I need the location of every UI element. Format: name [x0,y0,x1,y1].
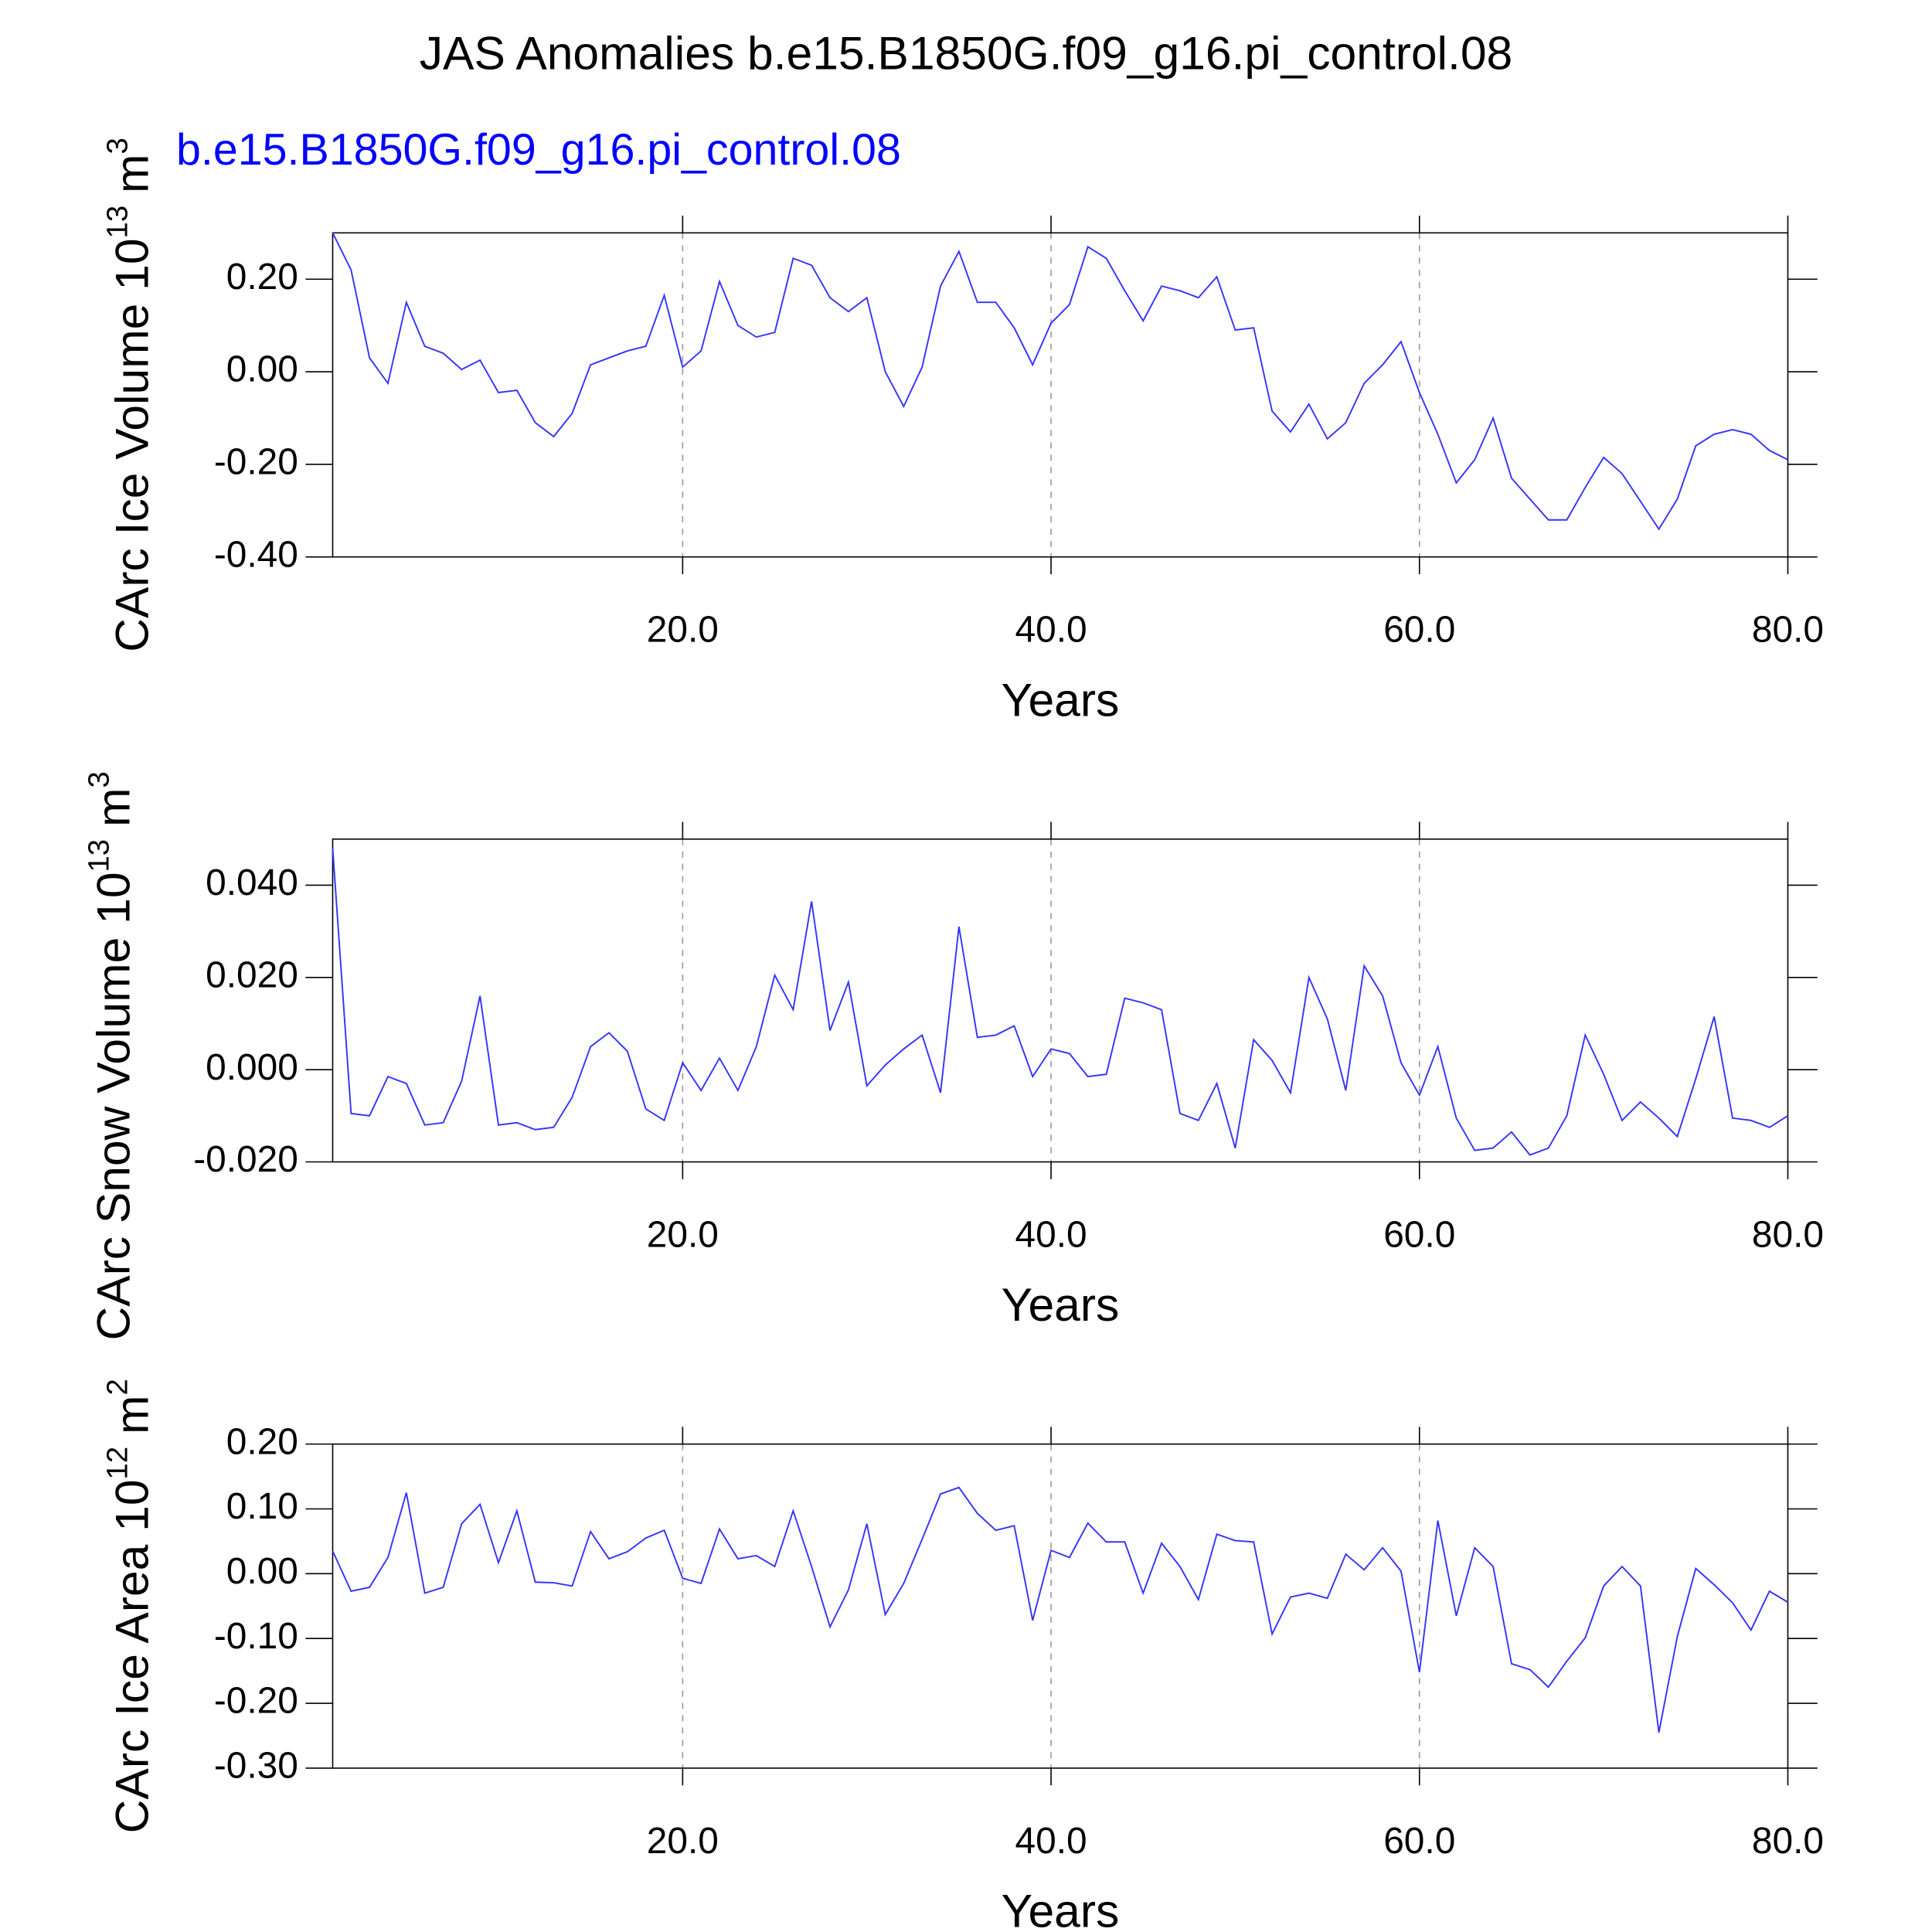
y-axis-title-part: CArc Ice Area 10 [105,1479,158,1833]
y-tick-label: -0.40 [214,534,298,575]
x-tick-label: 40.0 [1015,1821,1087,1862]
y-axis-title-part: m [105,154,158,192]
x-tick-label: 80.0 [1752,1214,1824,1255]
y-axis-title-exponent: 13 [82,839,115,872]
x-tick-label: 20.0 [647,1214,719,1255]
x-axis-title: Years [1002,1278,1120,1331]
y-axis-title-exponent: 12 [100,1447,134,1480]
x-axis-title: Years [1002,673,1120,726]
y-axis-title: CArc Ice Area 1012 m2 [100,1379,158,1833]
y-axis-title-exponent: 3 [100,138,134,154]
y-tick-label: 0.20 [226,257,298,298]
y-tick-label: 0.020 [206,954,298,995]
y-tick-label: 0.20 [226,1421,298,1462]
y-tick-label: -0.20 [214,441,298,482]
x-tick-label: 80.0 [1752,610,1824,651]
x-tick-label: 20.0 [647,1821,719,1862]
y-axis-title: CArc Ice Volume 1013 m3 [100,138,158,652]
x-tick-label: 60.0 [1383,610,1455,651]
y-axis-title-part: m [105,1395,158,1434]
y-axis-title: CArc Snow Volume 1013 m3 [82,771,139,1340]
y-tick-label: -0.20 [214,1681,298,1722]
y-axis-title-exponent: 13 [100,206,134,239]
y-axis-title-part: m [87,788,139,827]
plot-frame [332,232,1789,558]
data-line [332,848,1788,1156]
y-tick-label: 0.00 [226,1551,298,1592]
x-tick-label: 80.0 [1752,1821,1824,1862]
chart-subtitle: b.e15.B1850G.f09_g16.pi_control.08 [176,125,901,175]
y-tick-label: 0.10 [226,1486,298,1527]
y-axis-title-part: CArc Ice Volume 10 [105,238,158,651]
y-tick-label: -0.30 [214,1746,298,1787]
y-tick-label: -0.10 [214,1616,298,1657]
chart-title: JAS Anomalies b.e15.B1850G.f09_g16.pi_co… [420,26,1512,79]
data-line [332,232,1788,531]
data-line [332,1486,1788,1733]
plot-frame [332,1443,1789,1769]
x-tick-label: 40.0 [1015,1214,1087,1255]
x-axis-title: Years [1002,1885,1120,1932]
x-tick-label: 60.0 [1383,1214,1455,1255]
y-tick-label: 0.040 [206,862,298,903]
y-tick-label: -0.020 [193,1139,298,1180]
x-tick-label: 20.0 [647,610,719,651]
y-tick-label: 0.000 [206,1047,298,1088]
y-axis-title-part: CArc Snow Volume 10 [87,872,139,1340]
y-tick-label: 0.00 [226,349,298,390]
plot-frame [332,838,1789,1163]
y-axis-title-exponent: 3 [82,771,115,787]
y-axis-title-exponent: 2 [100,1379,134,1395]
x-tick-label: 60.0 [1383,1821,1455,1862]
x-tick-label: 40.0 [1015,610,1087,651]
